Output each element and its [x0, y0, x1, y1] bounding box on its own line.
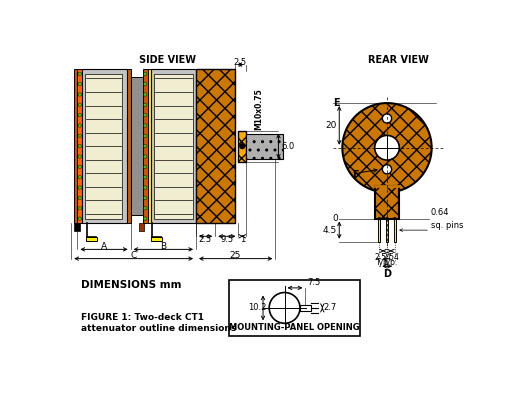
- Bar: [196, 69, 234, 223]
- Circle shape: [143, 206, 147, 210]
- Bar: [131, 77, 143, 216]
- Circle shape: [78, 186, 81, 189]
- Circle shape: [269, 293, 300, 323]
- Circle shape: [78, 175, 81, 179]
- Bar: [154, 74, 193, 219]
- Text: 2.5: 2.5: [233, 58, 247, 67]
- Circle shape: [378, 217, 381, 220]
- Bar: [148, 69, 151, 223]
- Circle shape: [78, 145, 81, 148]
- Circle shape: [78, 165, 81, 169]
- Text: 2.5: 2.5: [199, 235, 212, 244]
- Circle shape: [143, 186, 147, 189]
- Text: M10x0.75: M10x0.75: [254, 89, 263, 130]
- Circle shape: [78, 134, 81, 137]
- Circle shape: [143, 196, 147, 200]
- Circle shape: [382, 114, 391, 123]
- Text: F: F: [352, 170, 359, 180]
- Circle shape: [78, 93, 81, 96]
- Circle shape: [78, 103, 81, 106]
- Text: 0.64: 0.64: [431, 208, 450, 217]
- Bar: [246, 134, 283, 158]
- Bar: [77, 69, 82, 223]
- Text: 7.5: 7.5: [307, 278, 320, 287]
- Text: 10.2: 10.2: [248, 303, 266, 312]
- Text: 9.5: 9.5: [220, 235, 233, 244]
- Text: 1: 1: [240, 235, 245, 244]
- Text: REAR VIEW: REAR VIEW: [368, 55, 429, 66]
- Circle shape: [78, 206, 81, 210]
- Circle shape: [78, 72, 81, 75]
- Circle shape: [143, 114, 147, 117]
- Text: D: D: [383, 269, 391, 279]
- Text: 4.5: 4.5: [323, 225, 337, 235]
- Circle shape: [143, 145, 147, 148]
- Bar: [85, 74, 122, 219]
- Circle shape: [375, 135, 399, 160]
- Text: C: C: [131, 251, 137, 260]
- Text: 6.0: 6.0: [281, 142, 295, 151]
- Circle shape: [78, 83, 81, 86]
- Text: 2.7: 2.7: [324, 303, 337, 312]
- Text: FIGURE 1: Two-deck CT1
attenuator outline dimensions: FIGURE 1: Two-deck CT1 attenuator outlin…: [81, 313, 236, 333]
- Text: Typ.: Typ.: [383, 258, 398, 267]
- Circle shape: [143, 155, 147, 158]
- Circle shape: [239, 143, 245, 149]
- Circle shape: [386, 217, 388, 220]
- Text: MOUNTING-PANEL OPENING: MOUNTING-PANEL OPENING: [229, 323, 360, 332]
- Circle shape: [143, 124, 147, 127]
- Circle shape: [78, 217, 81, 220]
- Bar: [229, 280, 360, 335]
- Text: B: B: [160, 242, 166, 251]
- Circle shape: [143, 83, 147, 86]
- Circle shape: [78, 196, 81, 200]
- Text: A: A: [101, 242, 107, 251]
- Text: E: E: [333, 98, 339, 108]
- Text: Typ.: Typ.: [376, 258, 391, 267]
- Circle shape: [143, 72, 147, 75]
- Circle shape: [143, 103, 147, 106]
- Circle shape: [143, 175, 147, 179]
- Text: 2.54: 2.54: [382, 253, 399, 262]
- Circle shape: [78, 155, 81, 158]
- Bar: [74, 223, 80, 231]
- Bar: [378, 219, 380, 242]
- Circle shape: [143, 93, 147, 96]
- Bar: [151, 69, 196, 223]
- Circle shape: [382, 165, 391, 174]
- Text: 25: 25: [230, 251, 241, 260]
- Text: DIMENSIONS mm: DIMENSIONS mm: [81, 280, 182, 290]
- Bar: [394, 219, 396, 242]
- Circle shape: [143, 165, 147, 169]
- Bar: [386, 219, 388, 242]
- Bar: [151, 237, 162, 241]
- Bar: [239, 131, 246, 162]
- Bar: [86, 237, 97, 241]
- Text: sq. pins: sq. pins: [431, 221, 463, 230]
- Bar: [82, 69, 127, 223]
- Text: 2.54: 2.54: [375, 253, 391, 262]
- Circle shape: [143, 217, 147, 220]
- Circle shape: [78, 114, 81, 117]
- Text: 20: 20: [325, 121, 337, 130]
- Bar: [143, 69, 148, 223]
- Circle shape: [342, 103, 432, 193]
- Bar: [139, 223, 144, 231]
- Bar: [74, 69, 77, 223]
- Bar: [127, 69, 131, 223]
- Text: SIDE VIEW: SIDE VIEW: [139, 55, 196, 66]
- Circle shape: [78, 124, 81, 127]
- Circle shape: [143, 134, 147, 137]
- Text: 0: 0: [333, 214, 339, 223]
- Bar: [376, 186, 398, 219]
- Bar: [300, 305, 311, 311]
- Circle shape: [393, 217, 396, 220]
